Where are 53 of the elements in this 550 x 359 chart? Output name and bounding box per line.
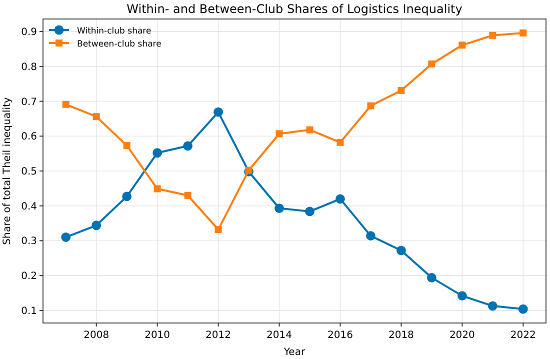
point — [458, 42, 466, 49]
point — [245, 166, 252, 174]
y-tick-label: 0.8 — [21, 62, 37, 73]
y-tick-label: 0.1 — [21, 306, 37, 317]
point — [426, 272, 436, 282]
point — [336, 194, 345, 204]
point — [396, 246, 406, 256]
point — [488, 301, 498, 311]
point — [123, 142, 130, 150]
point — [184, 192, 192, 199]
point — [214, 226, 222, 234]
x-tick-label: 2010 — [144, 330, 170, 341]
point — [274, 204, 284, 214]
x-tick-label: 2018 — [388, 330, 414, 341]
x-tick-label: 2022 — [510, 330, 536, 341]
point — [61, 232, 71, 242]
point — [305, 206, 314, 216]
point — [489, 32, 496, 39]
x-axis-title: Year — [282, 347, 306, 358]
point — [154, 185, 161, 192]
legend-label: Within-club share — [77, 26, 152, 36]
point — [457, 291, 467, 301]
point — [398, 86, 405, 94]
point — [276, 130, 283, 138]
point — [428, 60, 436, 68]
point — [367, 102, 374, 110]
point — [92, 220, 102, 230]
legend-label: Between-club share — [77, 40, 162, 50]
point — [183, 141, 193, 151]
x-tick-label: 2008 — [84, 330, 110, 341]
y-tick-label: 0.9 — [21, 27, 37, 38]
y-tick-label: 0.4 — [21, 201, 37, 212]
x-tick-label: 2020 — [449, 330, 475, 341]
chart-title: Within- and Between-Club Shares of Logistics Inequality — [126, 2, 462, 16]
y-tick-label: 0.3 — [21, 236, 37, 248]
point — [92, 113, 100, 120]
point — [62, 100, 70, 108]
y-tick-label: 0.6 — [21, 132, 37, 143]
point — [520, 29, 527, 36]
point — [122, 192, 132, 202]
y-tick-label: 0.2 — [21, 271, 37, 282]
point — [518, 304, 528, 314]
point — [366, 231, 376, 241]
point — [152, 148, 162, 158]
x-tick-label: 2012 — [206, 330, 232, 341]
x-tick-label: 2014 — [266, 330, 292, 341]
point — [306, 126, 314, 134]
point — [214, 107, 223, 117]
point — [336, 138, 344, 146]
y-tick-label: 0.5 — [21, 166, 37, 178]
x-tick-label: 2016 — [328, 330, 353, 341]
y-axis-title: Share of total Theil inequality — [2, 97, 13, 245]
y-tick-label: 0.7 — [21, 96, 37, 108]
